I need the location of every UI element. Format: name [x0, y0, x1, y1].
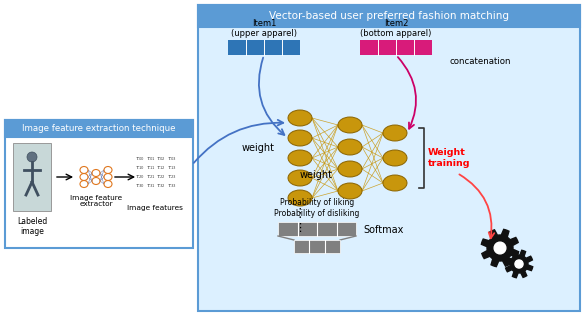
Text: $\tau_{20}$: $\tau_{20}$ — [135, 173, 145, 181]
Ellipse shape — [383, 175, 407, 191]
Ellipse shape — [383, 150, 407, 166]
Ellipse shape — [288, 130, 312, 146]
Text: Softmax: Softmax — [364, 225, 404, 235]
Bar — [5, 120, 193, 248]
Bar — [278, 222, 356, 236]
Text: $\tau_{02}$: $\tau_{02}$ — [156, 155, 166, 163]
Text: Vector-based user preferred fashion matching: Vector-based user preferred fashion matc… — [269, 11, 509, 21]
Bar — [198, 5, 580, 27]
Text: $\tau_{13}$: $\tau_{13}$ — [166, 164, 176, 172]
Ellipse shape — [338, 139, 362, 155]
Bar — [13, 143, 51, 211]
Ellipse shape — [338, 117, 362, 133]
Bar — [294, 240, 340, 253]
Ellipse shape — [288, 110, 312, 126]
Text: Probability of liking
Probability of disliking: Probability of liking Probability of dis… — [274, 198, 360, 218]
Ellipse shape — [288, 170, 312, 186]
Circle shape — [515, 260, 523, 268]
Text: $\tau_{23}$: $\tau_{23}$ — [166, 173, 176, 181]
Text: $\tau_{31}$: $\tau_{31}$ — [146, 182, 155, 190]
Text: $\tau_{11}$: $\tau_{11}$ — [146, 164, 155, 172]
Ellipse shape — [288, 150, 312, 166]
Text: $\tau_{03}$: $\tau_{03}$ — [166, 155, 176, 163]
Text: Image feature extraction technique: Image feature extraction technique — [22, 124, 176, 133]
Text: $\tau_{33}$: $\tau_{33}$ — [166, 182, 176, 190]
Bar — [228, 40, 300, 55]
Text: ⋮: ⋮ — [294, 223, 305, 233]
Text: $\tau_{30}$: $\tau_{30}$ — [135, 182, 145, 190]
Text: Image features: Image features — [127, 205, 183, 211]
Text: weight: weight — [241, 143, 274, 153]
Bar — [5, 120, 193, 137]
Ellipse shape — [288, 190, 312, 206]
Text: $\tau_{22}$: $\tau_{22}$ — [156, 173, 166, 181]
Text: $\tau_{32}$: $\tau_{32}$ — [156, 182, 166, 190]
Bar — [198, 5, 580, 311]
Text: $\tau_{21}$: $\tau_{21}$ — [146, 173, 155, 181]
Text: $\tau_{00}$: $\tau_{00}$ — [135, 155, 145, 163]
Text: $\tau_{12}$: $\tau_{12}$ — [156, 164, 166, 172]
Circle shape — [494, 242, 506, 254]
Text: Labeled
image: Labeled image — [17, 217, 47, 236]
Text: ⋮: ⋮ — [294, 208, 306, 220]
Text: weight: weight — [299, 170, 332, 180]
Ellipse shape — [338, 161, 362, 177]
Text: Item2
(bottom apparel): Item2 (bottom apparel) — [360, 19, 432, 38]
Text: Item1
(upper apparel): Item1 (upper apparel) — [231, 19, 297, 38]
Text: concatenation: concatenation — [450, 58, 512, 66]
Text: $\tau_{01}$: $\tau_{01}$ — [146, 155, 155, 163]
Ellipse shape — [383, 125, 407, 141]
Text: $\tau_{10}$: $\tau_{10}$ — [135, 164, 145, 172]
Bar — [360, 40, 432, 55]
Ellipse shape — [27, 152, 37, 162]
Ellipse shape — [338, 183, 362, 199]
Text: Weight
training: Weight training — [428, 148, 471, 168]
Text: Image feature
extractor: Image feature extractor — [70, 195, 122, 208]
Polygon shape — [481, 229, 519, 266]
Polygon shape — [505, 250, 533, 278]
